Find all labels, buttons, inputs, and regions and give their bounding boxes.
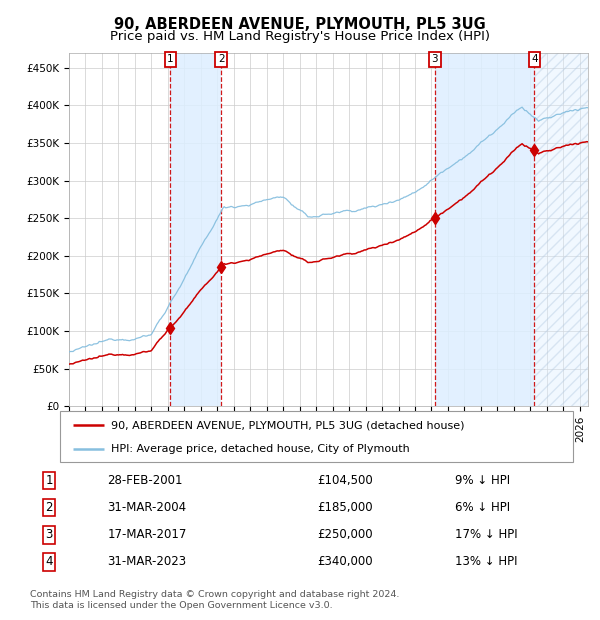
Text: 4: 4: [46, 556, 53, 569]
Text: 17% ↓ HPI: 17% ↓ HPI: [455, 528, 518, 541]
Text: Contains HM Land Registry data © Crown copyright and database right 2024.
This d: Contains HM Land Registry data © Crown c…: [30, 590, 400, 609]
Text: 2: 2: [46, 501, 53, 514]
Text: 28-FEB-2001: 28-FEB-2001: [107, 474, 183, 487]
Text: £340,000: £340,000: [317, 556, 373, 569]
Bar: [170, 53, 221, 406]
Text: £250,000: £250,000: [317, 528, 373, 541]
Text: 3: 3: [431, 55, 438, 64]
Text: 3: 3: [46, 528, 53, 541]
Text: 31-MAR-2023: 31-MAR-2023: [107, 556, 187, 569]
Text: 90, ABERDEEN AVENUE, PLYMOUTH, PL5 3UG: 90, ABERDEEN AVENUE, PLYMOUTH, PL5 3UG: [114, 17, 486, 32]
Text: 31-MAR-2004: 31-MAR-2004: [107, 501, 187, 514]
Text: 17-MAR-2017: 17-MAR-2017: [107, 528, 187, 541]
Text: 6% ↓ HPI: 6% ↓ HPI: [455, 501, 510, 514]
Bar: [435, 53, 535, 406]
Text: Price paid vs. HM Land Registry's House Price Index (HPI): Price paid vs. HM Land Registry's House …: [110, 30, 490, 43]
Text: 9% ↓ HPI: 9% ↓ HPI: [455, 474, 510, 487]
Text: £104,500: £104,500: [317, 474, 373, 487]
Bar: [535, 53, 588, 406]
Text: 4: 4: [531, 55, 538, 64]
Text: 2: 2: [218, 55, 225, 64]
Text: HPI: Average price, detached house, City of Plymouth: HPI: Average price, detached house, City…: [112, 444, 410, 454]
Text: £185,000: £185,000: [317, 501, 373, 514]
Text: 1: 1: [167, 55, 174, 64]
Text: 1: 1: [46, 474, 53, 487]
Text: 90, ABERDEEN AVENUE, PLYMOUTH, PL5 3UG (detached house): 90, ABERDEEN AVENUE, PLYMOUTH, PL5 3UG (…: [112, 420, 465, 430]
Text: 13% ↓ HPI: 13% ↓ HPI: [455, 556, 518, 569]
